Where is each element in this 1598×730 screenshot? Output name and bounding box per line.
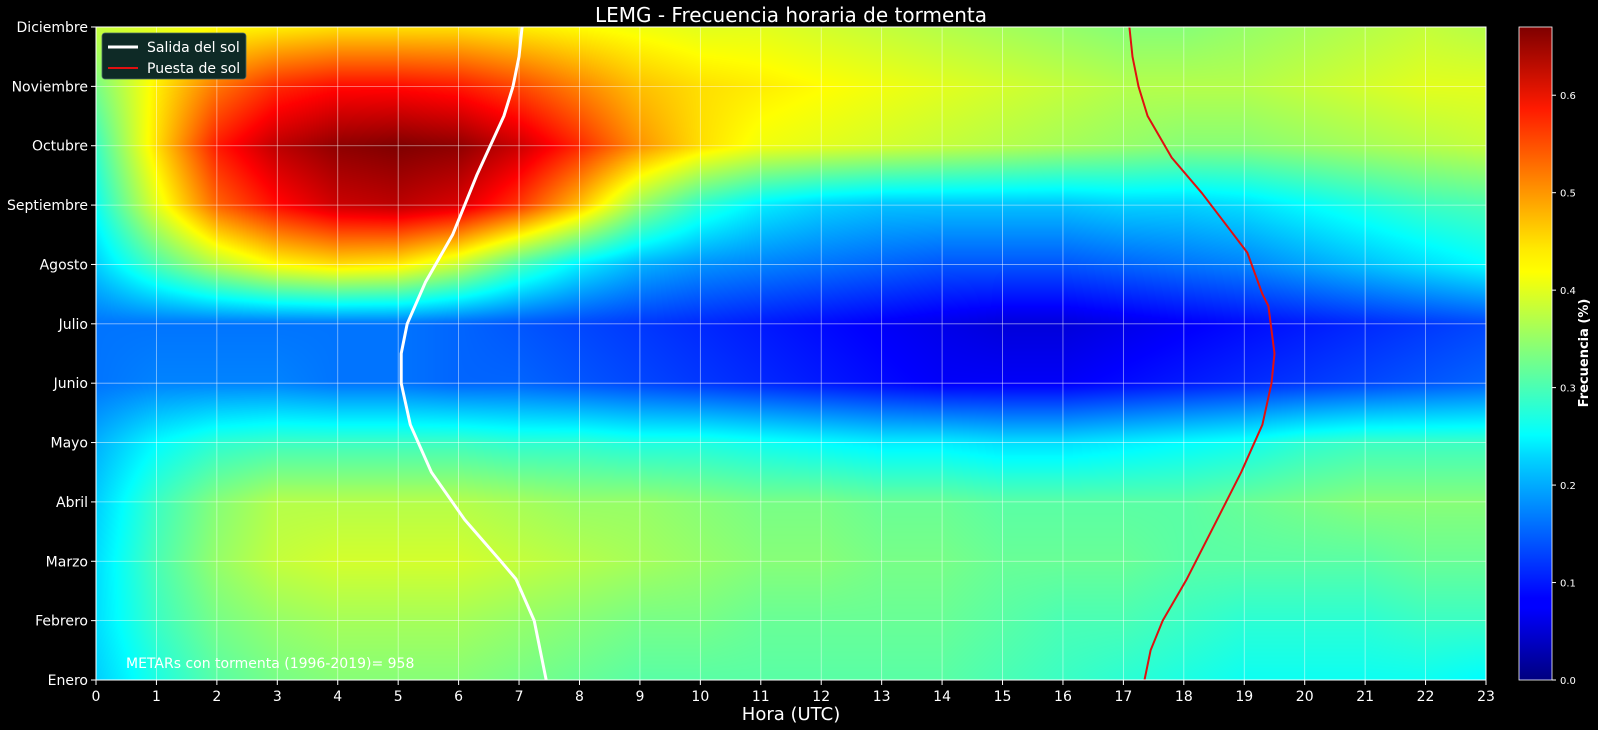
x-tick-label: 17 [1114, 689, 1132, 705]
colorbar-tick-label: 0.3 [1560, 384, 1576, 395]
x-tick-label: 22 [1417, 689, 1435, 705]
colorbar: 0.0 0.1 0.2 0.3 0.4 0.5 0.6 Frecuencia (%) [1518, 26, 1592, 687]
y-tick-label: Febrero [35, 614, 88, 630]
y-tick-label: Julio [58, 317, 88, 333]
x-tick-label: 6 [454, 689, 463, 705]
x-tick-label: 3 [273, 689, 282, 705]
colorbar-tick-label: 0.2 [1560, 481, 1576, 492]
y-tick-label: Enero [48, 673, 88, 689]
x-tick-label: 16 [1054, 689, 1072, 705]
y-tick-label: Diciembre [17, 20, 88, 36]
legend: Salida del sol Puesta de sol [101, 32, 247, 80]
x-tick-label: 1 [152, 689, 161, 705]
x-tick-label: 2 [212, 689, 221, 705]
colorbar-ticks: 0.0 0.1 0.2 0.3 0.4 0.5 0.6 [1552, 91, 1576, 687]
annotation: METARs con tormenta (1996-2019)= 958 [126, 656, 414, 672]
x-tick-label: 4 [333, 689, 342, 705]
legend-label-sunset: Puesta de sol [147, 61, 240, 77]
y-tick-label: Septiembre [7, 198, 88, 214]
sunset-line [1128, 27, 1276, 680]
x-tick-label: 20 [1296, 689, 1314, 705]
chart-title: LEMG - Frecuencia horaria de tormenta [595, 3, 987, 27]
x-tick-label: 11 [752, 689, 770, 705]
y-tick-label: Junio [53, 376, 88, 392]
x-tick-label: 15 [994, 689, 1012, 705]
x-axis: 0 1 2 3 4 5 6 7 8 9 10 11 12 13 14 15 16 17 18 19 20 21 22 23 [92, 680, 1495, 705]
colorbar-tick-label: 0.6 [1560, 91, 1576, 102]
legend-label-sunrise: Salida del sol [147, 40, 240, 56]
colorbar-tick-label: 0.0 [1560, 676, 1576, 687]
y-tick-label: Marzo [46, 554, 88, 570]
y-axis: Enero Febrero Marzo Abril Mayo Junio Julio Agos… [7, 20, 96, 689]
x-tick-label: 19 [1235, 689, 1253, 705]
x-tick-label: 12 [812, 689, 830, 705]
y-tick-label: Octubre [32, 139, 88, 155]
x-tick-label: 21 [1356, 689, 1374, 705]
x-tick-label: 0 [92, 689, 101, 705]
colorbar-tick-label: 0.4 [1560, 286, 1576, 297]
x-tick-label: 14 [933, 689, 951, 705]
curves [399, 27, 1276, 680]
colorbar-label: Frecuencia (%) [1577, 299, 1592, 408]
x-tick-label: 9 [635, 689, 644, 705]
x-tick-label: 23 [1477, 689, 1495, 705]
x-axis-label: Hora (UTC) [742, 704, 840, 725]
y-tick-label: Noviembre [12, 79, 88, 95]
colorbar-gradient [1518, 26, 1553, 681]
x-tick-label: 13 [873, 689, 891, 705]
x-tick-label: 10 [691, 689, 709, 705]
colorbar-tick-label: 0.1 [1560, 579, 1576, 590]
x-tick-label: 8 [575, 689, 584, 705]
y-tick-label: Abril [56, 495, 88, 511]
colorbar-tick-label: 0.5 [1560, 189, 1576, 200]
x-tick-label: 5 [394, 689, 403, 705]
y-tick-label: Agosto [40, 257, 88, 273]
y-tick-label: Mayo [50, 436, 88, 452]
sunrise-line [399, 27, 548, 680]
x-tick-label: 18 [1175, 689, 1193, 705]
x-tick-label: 7 [515, 689, 524, 705]
heatmap-area [96, 27, 1486, 680]
plot-frame [95, 26, 1487, 681]
